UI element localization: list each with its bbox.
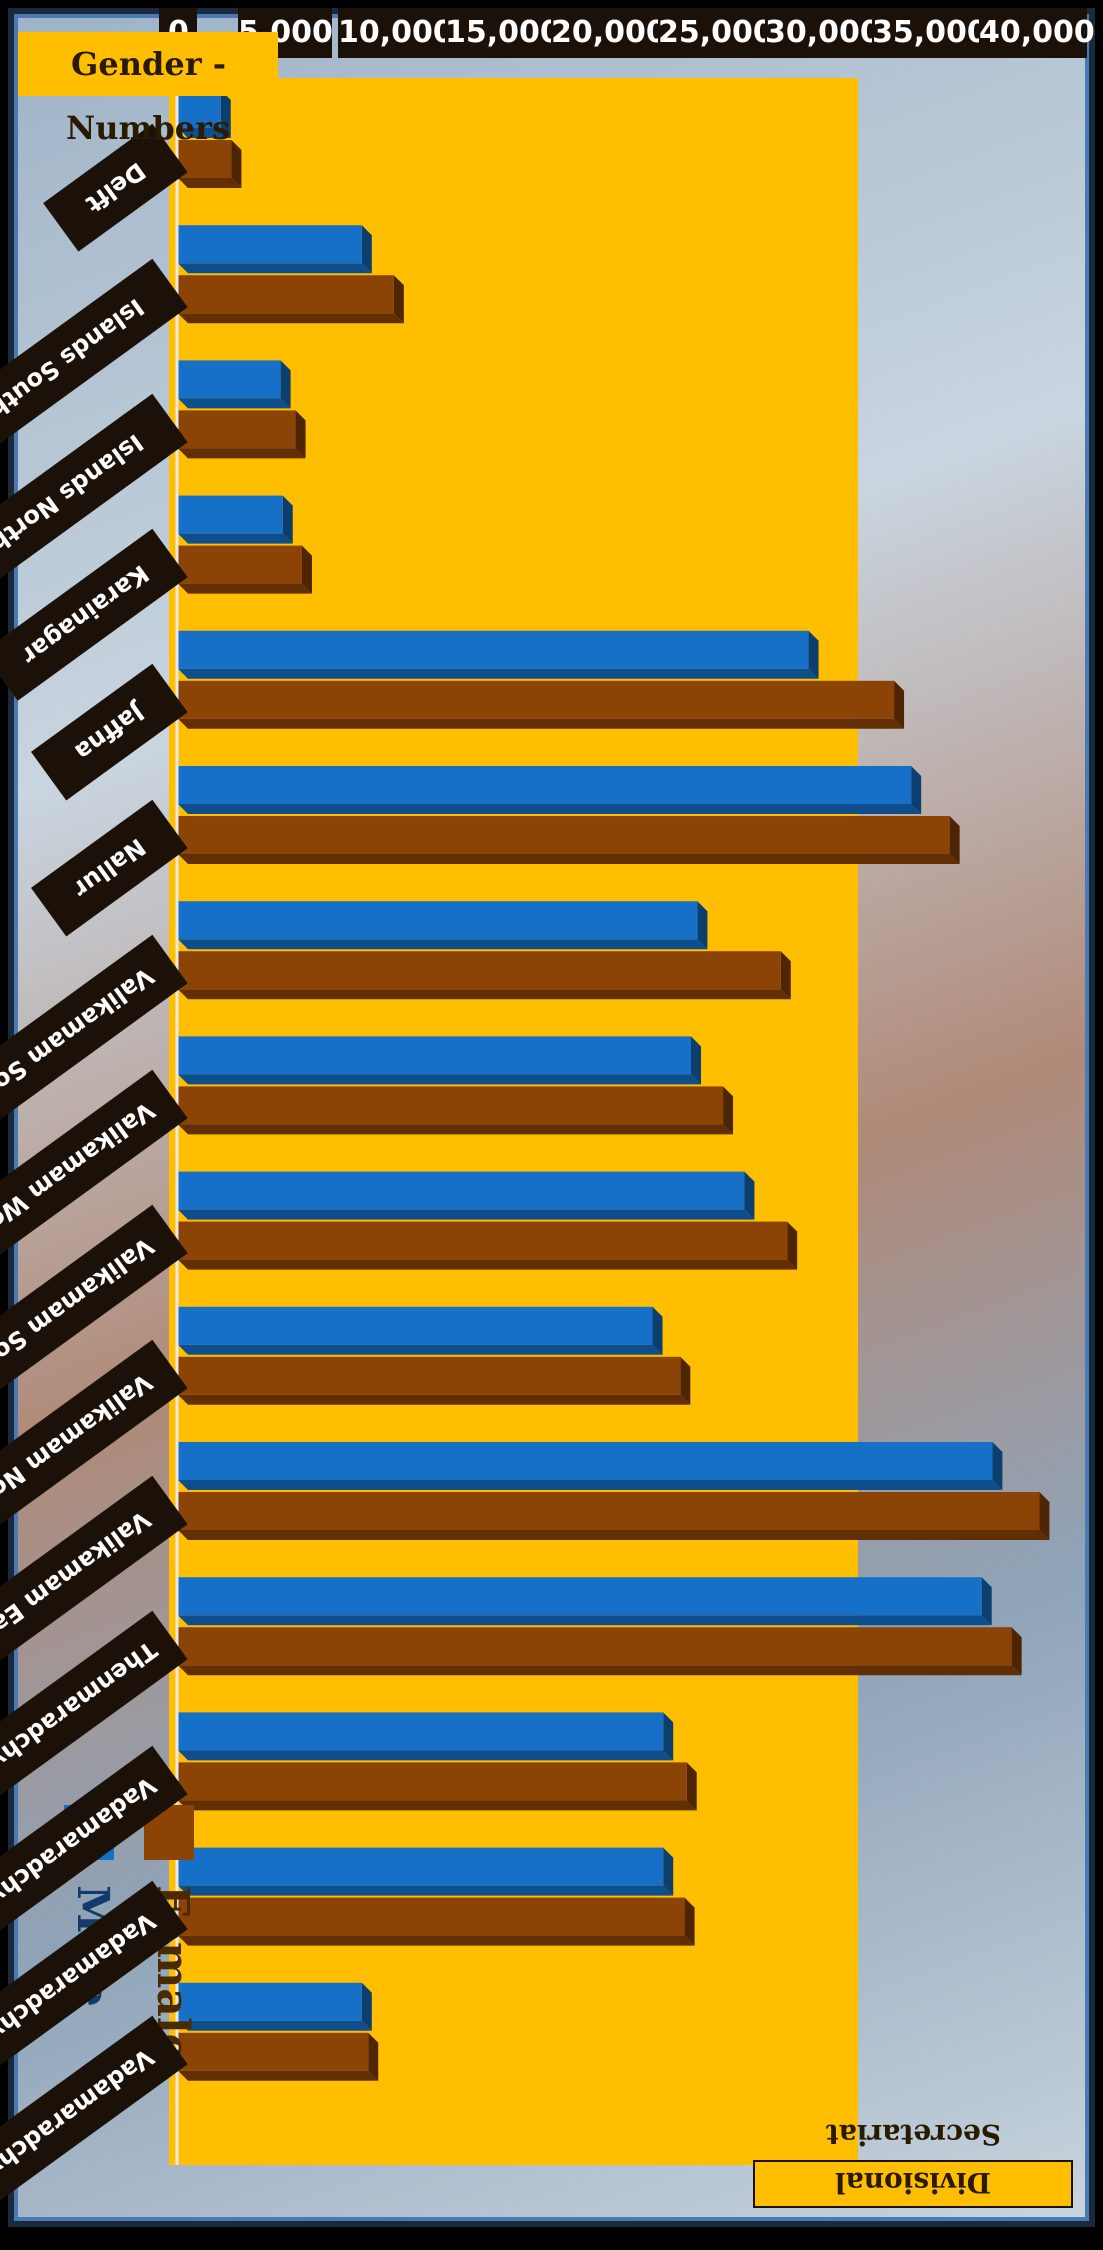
- bar-top-male-karainagar: [282, 495, 293, 544]
- bar-side-female-valikamam-north: [178, 1394, 691, 1405]
- bar-side-male-vadamaradchy-east: [178, 2020, 372, 2031]
- bar-female-valikamam-south-west: [177, 951, 781, 990]
- bar-male-valikamam-south: [178, 1171, 745, 1210]
- bar-top-female-vadamaradchy-east: [368, 2032, 379, 2081]
- bar-top-male-valikamam-east: [992, 1442, 1003, 1490]
- bar-top-female-vadamaradchy-north: [684, 1897, 695, 1946]
- bar-side-male-islands-north: [178, 398, 291, 409]
- bar-side-female-karainagar: [178, 583, 312, 594]
- bar-top-female-karainagar: [301, 545, 312, 594]
- y-axis-title: Gender - Numbers: [18, 32, 278, 147]
- bar-side-female-valikamam-south-west: [178, 989, 791, 1000]
- bar-female-valikamam-west: [178, 1086, 724, 1125]
- bar-top-male-valikamam-north: [652, 1306, 663, 1355]
- bar-top-male-vadamaradchy-east: [361, 1982, 372, 2031]
- bar-male-valikamam-north: [178, 1306, 653, 1345]
- bar-top-male-vadamaradchy-south-west: [663, 1712, 674, 1761]
- bar-male-karainagar: [177, 495, 283, 534]
- bar-male-valikamam-west: [178, 1036, 691, 1075]
- bar-side-male-delft: [178, 128, 231, 138]
- bar-side-female-jaffna: [178, 718, 905, 729]
- bar-side-female-thenmaradchy: [178, 1665, 1022, 1676]
- bar-side-female-valikamam-east: [178, 1530, 1050, 1540]
- bar-side-female-nallur: [178, 854, 960, 864]
- bar-side-male-valikamam-south: [178, 1209, 755, 1220]
- x-axis-title: Divisional Secretariat: [753, 2118, 1073, 2208]
- bar-side-male-thenmaradchy: [178, 1615, 992, 1626]
- bar-side-male-valikamam-east: [178, 1480, 1003, 1490]
- bar-side-female-islands-north: [178, 448, 306, 459]
- bar-female-vadamaradchy-south-west: [178, 1762, 687, 1801]
- bar-male-delft: [178, 90, 221, 128]
- bar-top-male-valikamam-south: [744, 1171, 755, 1220]
- bar-female-valikamam-north: [178, 1356, 681, 1395]
- bar-side-male-vadamaradchy-south-west: [178, 1750, 674, 1761]
- bar-top-female-valikamam-south-west: [780, 951, 791, 1000]
- bar-top-female-jaffna: [894, 680, 905, 729]
- bar-male-vadamaradchy-south-west: [178, 1712, 664, 1751]
- bar-male-nallur: [178, 766, 912, 804]
- bars-group: [175, 78, 1050, 2165]
- bar-top-female-valikamam-north: [680, 1356, 691, 1405]
- bar-top-male-delft: [220, 90, 231, 138]
- bar-side-female-valikamam-south: [178, 1259, 798, 1270]
- bar-side-female-vadamaradchy-north: [178, 1935, 695, 1946]
- bar-male-valikamam-south-west: [178, 901, 698, 940]
- bar-top-male-nallur: [911, 766, 922, 814]
- bar-top-male-valikamam-west: [691, 1036, 701, 1085]
- bar-side-female-islands-south: [178, 313, 404, 324]
- bar-top-male-valikamam-south-west: [697, 901, 708, 950]
- bar-top-male-thenmaradchy: [981, 1577, 992, 1626]
- bar-male-islands-south: [178, 225, 362, 264]
- bar-top-female-valikamam-west: [723, 1086, 734, 1135]
- bar-top-male-islands-north: [280, 360, 291, 409]
- bar-top-female-nallur: [949, 816, 960, 864]
- bar-male-islands-north: [177, 360, 281, 399]
- bar-side-male-valikamam-west: [178, 1074, 701, 1085]
- bar-female-islands-north: [178, 410, 296, 449]
- bar-side-female-delft: [178, 178, 242, 188]
- bar-female-valikamam-east: [178, 1492, 1040, 1530]
- bar-female-valikamam-south: [178, 1221, 788, 1260]
- bar-top-male-jaffna: [808, 630, 819, 679]
- bar-top-female-valikamam-east: [1039, 1492, 1050, 1540]
- bar-female-vadamaradchy-east: [177, 2032, 369, 2071]
- bar-side-male-islands-south: [178, 263, 372, 274]
- bar-female-delft: [178, 140, 232, 178]
- bar-top-female-delft: [231, 140, 242, 188]
- bar-female-thenmaradchy: [178, 1627, 1012, 1666]
- bar-male-vadamaradchy-east: [178, 1982, 362, 2021]
- bar-top-female-thenmaradchy: [1011, 1627, 1022, 1676]
- bar-female-nallur: [177, 816, 950, 854]
- bar-side-female-vadamaradchy-east: [178, 2070, 379, 2081]
- bar-side-male-valikamam-north: [178, 1344, 663, 1355]
- bar-male-thenmaradchy: [177, 1577, 982, 1616]
- bar-female-islands-south: [178, 275, 394, 314]
- bar-top-male-vadamaradchy-north: [663, 1847, 674, 1896]
- bar-side-male-valikamam-south-west: [178, 939, 708, 950]
- bar-top-female-islands-south: [393, 275, 404, 324]
- bar-top-male-islands-south: [361, 225, 372, 274]
- bar-male-valikamam-east: [177, 1442, 993, 1480]
- bar-female-vadamaradchy-north: [178, 1897, 685, 1936]
- bar-side-male-jaffna: [178, 668, 819, 679]
- bar-side-male-vadamaradchy-north: [178, 1885, 674, 1896]
- bar-male-vadamaradchy-north: [178, 1847, 664, 1886]
- bar-side-female-vadamaradchy-south-west: [178, 1800, 697, 1811]
- bar-female-karainagar: [177, 545, 302, 584]
- bar-side-male-nallur: [178, 804, 922, 814]
- bar-top-female-vadamaradchy-south-west: [686, 1762, 697, 1811]
- bar-male-jaffna: [178, 630, 809, 669]
- bar-top-female-islands-north: [295, 410, 306, 459]
- bar-side-male-karainagar: [178, 533, 293, 544]
- bar-female-jaffna: [178, 680, 895, 719]
- bar-top-female-valikamam-south: [787, 1221, 798, 1270]
- bar-side-female-valikamam-west: [178, 1124, 734, 1135]
